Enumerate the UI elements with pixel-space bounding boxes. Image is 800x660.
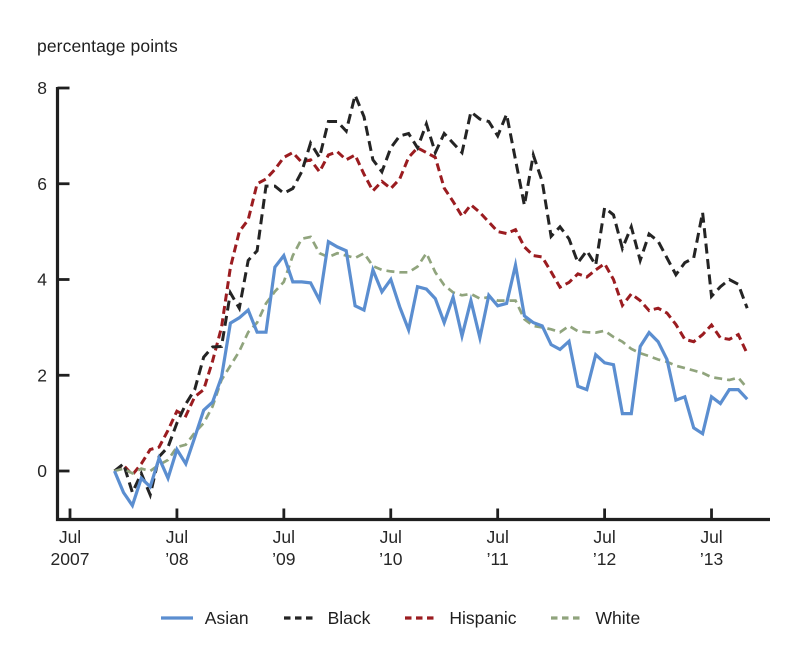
x-tick-label-month-0: Jul: [59, 527, 81, 547]
black-line-swatch: [283, 616, 316, 620]
y-tick-label-4: 4: [37, 270, 47, 290]
y-axis-title: percentage points: [37, 36, 178, 56]
hispanic-line-swatch: [405, 616, 438, 620]
asian-line-swatch: [160, 616, 193, 620]
legend-item-hispanic: Hispanic: [404, 608, 516, 629]
x-tick-label-month-1: Jul: [166, 527, 188, 547]
x-tick-label-month-2: Jul: [273, 527, 295, 547]
y-tick-label-0: 0: [37, 461, 47, 481]
y-tick-label-8: 8: [37, 78, 47, 98]
x-tick-label-year-1: ’08: [165, 549, 188, 569]
asian-line: [113, 239, 749, 510]
legend-label-black: Black: [327, 607, 371, 628]
x-tick-label-year-0: 2007: [51, 549, 90, 569]
y-tick-label-6: 6: [37, 174, 47, 194]
x-tick-label-year-5: ’12: [593, 549, 616, 569]
legend-label-white: White: [595, 607, 641, 628]
white-line-swatch: [551, 616, 584, 620]
axis-frame: [55, 87, 770, 522]
hispanic-line: [113, 145, 749, 478]
white-line: [114, 235, 749, 475]
legend-label-asian: Asian: [204, 607, 249, 628]
x-tick-label-year-2: ’09: [272, 549, 295, 569]
x-tick-label-month-4: Jul: [486, 527, 508, 547]
black-line: [113, 90, 749, 500]
legend-label-hispanic: Hispanic: [449, 607, 517, 628]
legend-item-black: Black: [283, 607, 371, 629]
x-tick-label-year-4: ’11: [487, 549, 509, 569]
legend-item-asian: Asian: [160, 608, 249, 629]
legend: Asian Black Hispanic White: [0, 599, 800, 637]
x-tick-label-year-3: ’10: [379, 549, 403, 569]
x-tick-label-month-6: Jul: [700, 527, 722, 547]
y-tick-label-2: 2: [37, 365, 47, 385]
x-tick-label-year-6: ’13: [700, 549, 723, 569]
x-tick-label-month-5: Jul: [593, 527, 615, 547]
legend-item-white: White: [550, 608, 640, 629]
x-tick-label-month-3: Jul: [380, 527, 402, 547]
